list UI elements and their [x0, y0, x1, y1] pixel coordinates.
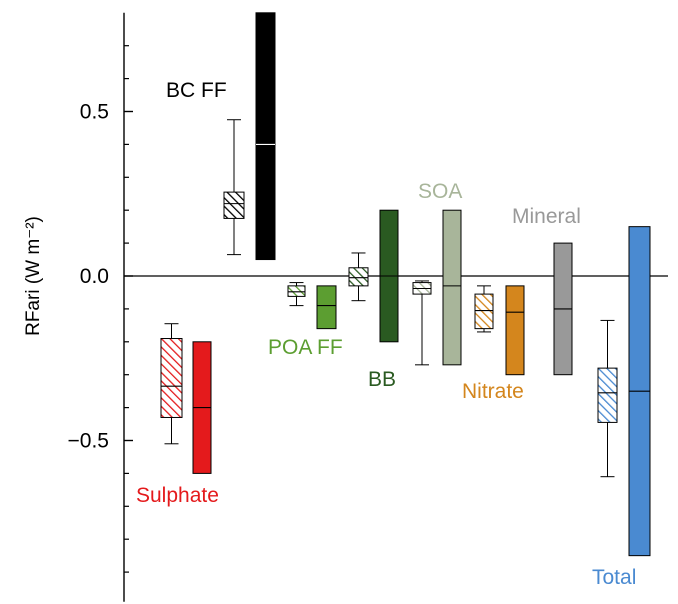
y-tick-label: 0.0: [80, 265, 109, 288]
bc-ff-assessed-bar: [255, 12, 276, 261]
sulphate-model-box: [160, 338, 183, 418]
y-axis-title: RFari (W m⁻²): [23, 216, 44, 336]
soa-assessed-bar: [442, 209, 462, 366]
bb-model-box: [348, 267, 369, 287]
label-sulphate: Sulphate: [136, 484, 219, 507]
poa-ff-assessed-bar: [316, 285, 337, 330]
total-model-box: [597, 367, 618, 423]
label-mineral: Mineral: [512, 205, 581, 228]
label-bc-ff: BC FF: [166, 79, 227, 102]
bc-ff-model-box: [223, 191, 245, 219]
label-bb: BB: [368, 368, 396, 391]
label-total: Total: [592, 566, 636, 589]
y-axis-ticks: 0.5 0.0 −0.5: [68, 45, 133, 573]
label-poa-ff: POA FF: [268, 336, 343, 359]
category-labels: Sulphate BC FF POA FF BB SOA Nitrate Mineral To…: [136, 79, 636, 589]
nitrate-model-box: [474, 293, 494, 330]
plot-area: [160, 12, 651, 557]
poa-ff-model-box: [287, 285, 306, 297]
y-tick-label: 0.5: [80, 101, 109, 124]
label-nitrate: Nitrate: [462, 380, 524, 403]
label-soa: SOA: [418, 180, 462, 203]
nitrate-assessed-bar: [505, 285, 525, 376]
y-tick-label: −0.5: [68, 430, 109, 453]
